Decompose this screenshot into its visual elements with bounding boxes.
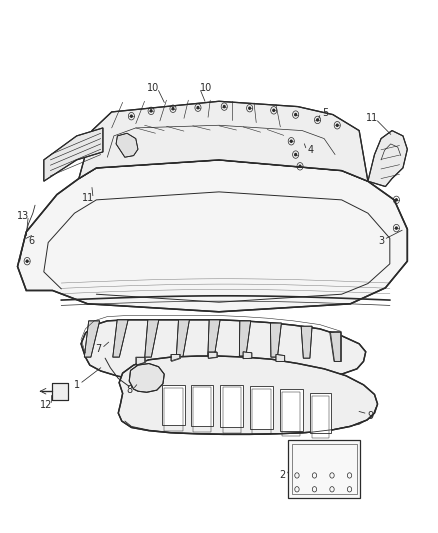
Circle shape: [131, 115, 132, 117]
Circle shape: [336, 124, 338, 126]
Text: 7: 7: [95, 344, 102, 354]
Text: 2: 2: [279, 471, 286, 480]
Bar: [282, 392, 300, 436]
Polygon shape: [301, 326, 312, 358]
Circle shape: [249, 107, 251, 109]
Circle shape: [290, 140, 292, 142]
Bar: [288, 440, 360, 498]
Polygon shape: [240, 321, 251, 356]
Polygon shape: [176, 320, 189, 357]
Polygon shape: [368, 131, 407, 187]
Circle shape: [172, 108, 174, 110]
Circle shape: [273, 109, 275, 111]
Bar: [164, 388, 183, 431]
Circle shape: [299, 165, 301, 167]
Bar: [292, 444, 357, 494]
Polygon shape: [81, 320, 366, 383]
Circle shape: [197, 107, 199, 109]
Polygon shape: [208, 320, 220, 356]
Polygon shape: [271, 323, 281, 357]
Polygon shape: [145, 320, 159, 357]
Polygon shape: [118, 356, 378, 434]
Circle shape: [26, 260, 28, 262]
Text: 1: 1: [74, 380, 80, 390]
Polygon shape: [171, 354, 180, 361]
Bar: [162, 385, 185, 425]
Bar: [223, 387, 241, 433]
Text: 11: 11: [81, 193, 94, 203]
Circle shape: [396, 199, 397, 201]
Bar: [191, 385, 213, 426]
Polygon shape: [129, 364, 164, 392]
Polygon shape: [330, 332, 340, 361]
Polygon shape: [44, 128, 103, 181]
Text: 4: 4: [308, 146, 314, 155]
Text: 12: 12: [40, 400, 52, 410]
Polygon shape: [276, 354, 285, 361]
Polygon shape: [18, 160, 407, 312]
Bar: [193, 387, 211, 432]
Circle shape: [295, 154, 297, 156]
Text: 11: 11: [366, 114, 378, 123]
Polygon shape: [136, 357, 145, 365]
Text: 13: 13: [17, 211, 29, 221]
Polygon shape: [116, 133, 138, 157]
Bar: [250, 386, 273, 429]
Circle shape: [150, 110, 152, 112]
Polygon shape: [79, 101, 368, 181]
Bar: [310, 393, 331, 433]
Bar: [220, 385, 243, 427]
Bar: [52, 383, 68, 400]
Text: 3: 3: [378, 236, 384, 246]
Circle shape: [223, 106, 225, 108]
Text: 10: 10: [147, 83, 159, 93]
Circle shape: [396, 227, 397, 229]
Bar: [280, 389, 303, 431]
Text: 8: 8: [126, 385, 132, 395]
Bar: [312, 396, 328, 438]
Text: 9: 9: [367, 411, 373, 421]
Bar: [52, 383, 68, 400]
Bar: [252, 389, 271, 434]
Polygon shape: [243, 352, 252, 359]
Polygon shape: [84, 321, 100, 357]
Text: 10: 10: [200, 83, 212, 93]
Text: 5: 5: [322, 108, 328, 118]
Text: 6: 6: [28, 236, 35, 246]
Polygon shape: [208, 352, 217, 358]
Polygon shape: [113, 320, 128, 357]
Circle shape: [295, 114, 297, 116]
Circle shape: [317, 119, 318, 121]
